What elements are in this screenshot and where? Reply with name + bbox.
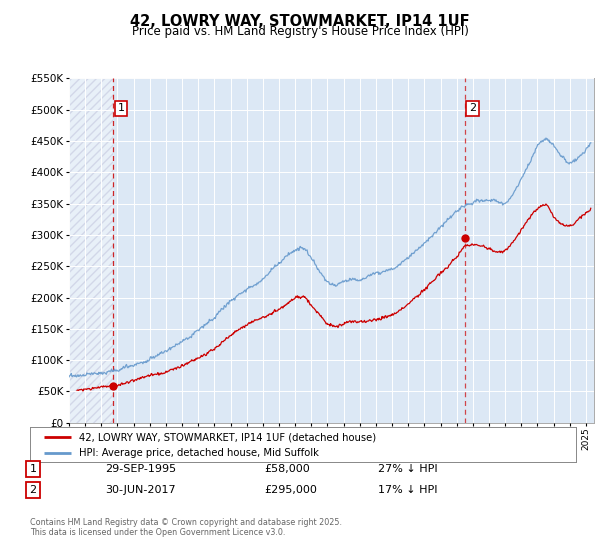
Text: 42, LOWRY WAY, STOWMARKET, IP14 1UF: 42, LOWRY WAY, STOWMARKET, IP14 1UF	[130, 14, 470, 29]
Text: 27% ↓ HPI: 27% ↓ HPI	[378, 464, 437, 474]
Text: Contains HM Land Registry data © Crown copyright and database right 2025.
This d: Contains HM Land Registry data © Crown c…	[30, 518, 342, 538]
Text: 42, LOWRY WAY, STOWMARKET, IP14 1UF (detached house): 42, LOWRY WAY, STOWMARKET, IP14 1UF (det…	[79, 432, 376, 442]
Text: 1: 1	[29, 464, 37, 474]
Bar	[69, 78, 113, 423]
Text: Price paid vs. HM Land Registry's House Price Index (HPI): Price paid vs. HM Land Registry's House …	[131, 25, 469, 38]
Text: 2: 2	[29, 485, 37, 495]
Text: 17% ↓ HPI: 17% ↓ HPI	[378, 485, 437, 495]
Text: 1: 1	[118, 104, 124, 114]
Text: 2: 2	[469, 104, 476, 114]
Text: £58,000: £58,000	[264, 464, 310, 474]
Text: 29-SEP-1995: 29-SEP-1995	[105, 464, 176, 474]
Text: HPI: Average price, detached house, Mid Suffolk: HPI: Average price, detached house, Mid …	[79, 449, 319, 458]
Text: 30-JUN-2017: 30-JUN-2017	[105, 485, 176, 495]
Text: £295,000: £295,000	[264, 485, 317, 495]
